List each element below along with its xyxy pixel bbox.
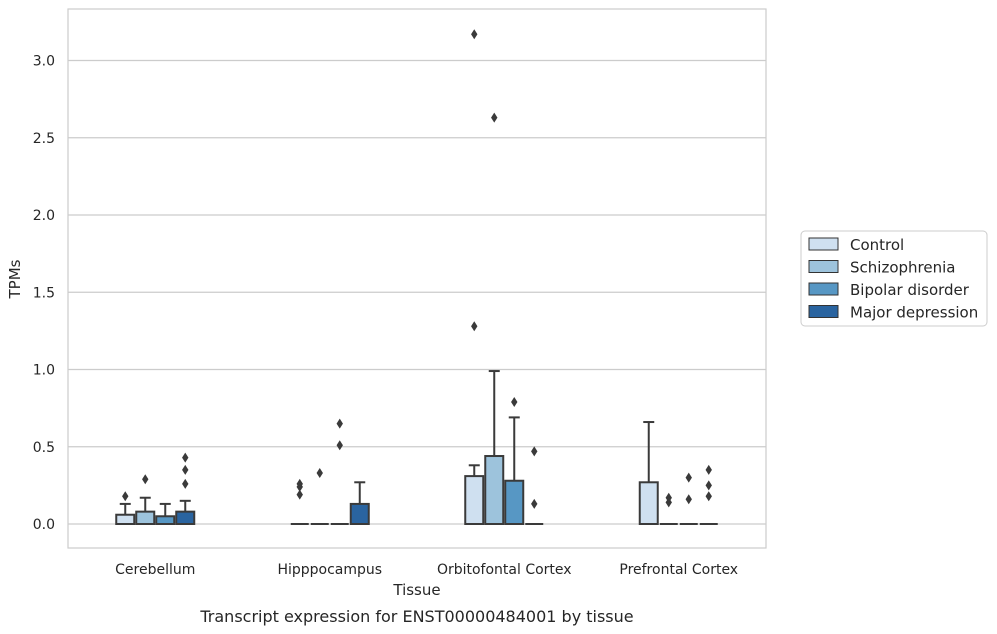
legend-frame (800, 230, 988, 327)
y-tick-label: 0.5 (33, 440, 55, 456)
box-group (464, 29, 485, 526)
outlier-point (316, 468, 323, 479)
legend-swatch (808, 305, 839, 318)
x-tick-label: Orbitofontal Cortex (437, 562, 572, 578)
x-tick-labels: Cerebellum Hipppocampus Orbitofontal Corte… (115, 562, 738, 578)
y-tick-label: 1.0 (33, 363, 55, 379)
outlier-point (142, 474, 149, 485)
box-group (175, 452, 196, 526)
box-group (659, 492, 678, 525)
y-tick-label: 3.0 (33, 54, 55, 70)
outlier-point (491, 112, 498, 123)
outlier-point (182, 464, 189, 475)
outlier-point (685, 472, 692, 483)
outlier-point (665, 492, 672, 503)
outlier-point (705, 464, 712, 475)
plot-frame (67, 8, 767, 549)
outlier-point (182, 478, 189, 489)
legend-swatch (808, 237, 839, 251)
box-group (699, 464, 718, 525)
x-tick-label: Hipppocampus (277, 562, 382, 578)
box-iqr (638, 481, 659, 526)
box-iqr (135, 510, 156, 526)
box-group (638, 421, 659, 526)
legend-label: Bipolar disorder (850, 281, 970, 299)
outlier-point (685, 494, 692, 505)
outlier-point (122, 491, 129, 502)
outlier-point (296, 489, 303, 500)
outlier-point (471, 29, 478, 40)
outlier-point (705, 480, 712, 491)
outlier-point (336, 418, 343, 429)
legend-label: Major depression (850, 304, 978, 322)
box-group (310, 468, 329, 525)
box-group (290, 478, 309, 525)
outlier-point (511, 396, 518, 407)
outlier-point (531, 446, 538, 457)
legend-label: Schizophrenia (850, 259, 955, 277)
box-iqr (155, 515, 176, 526)
y-tick-labels: 0.0 0.5 1.0 1.5 2.0 2.5 3.0 (33, 54, 55, 534)
y-axis-title: TPMs (6, 259, 24, 299)
box-iqr (175, 510, 196, 526)
box-group (525, 446, 544, 525)
legend-label: Control (850, 236, 904, 254)
box-iqr (504, 479, 525, 525)
legend: Control Schizophrenia Bipolar disorder Majo… (800, 230, 988, 327)
box-iqr (484, 455, 505, 525)
y-tick-label: 1.5 (33, 285, 55, 301)
outlier-point (182, 452, 189, 463)
y-tick-label: 2.5 (33, 131, 55, 147)
box-group (155, 502, 176, 526)
box-group (484, 112, 505, 525)
outlier-point (336, 440, 343, 451)
outlier-point (471, 321, 478, 332)
box-iqr (115, 513, 136, 525)
outlier-point (531, 498, 538, 509)
figure-caption: Transcript expression for ENST0000048400… (199, 607, 633, 626)
plot-marks (115, 29, 718, 526)
legend-swatch (808, 282, 839, 296)
outlier-point (705, 491, 712, 502)
y-tick-label: 2.0 (33, 208, 55, 224)
box-group (349, 481, 370, 526)
box-group (115, 491, 136, 525)
y-tick-label: 0.0 (33, 517, 55, 533)
box-group (135, 474, 156, 526)
box-group (504, 396, 525, 525)
legend-swatch (808, 260, 839, 273)
box-iqr (464, 475, 485, 526)
box-iqr (349, 502, 370, 526)
outlier-point (296, 478, 303, 489)
box-group (330, 418, 349, 525)
x-tick-label: Prefrontal Cortex (619, 562, 738, 578)
y-gridlines (68, 59, 766, 525)
box-group (679, 472, 698, 525)
x-tick-label: Cerebellum (115, 562, 195, 578)
x-axis-title: Tissue (392, 581, 440, 599)
